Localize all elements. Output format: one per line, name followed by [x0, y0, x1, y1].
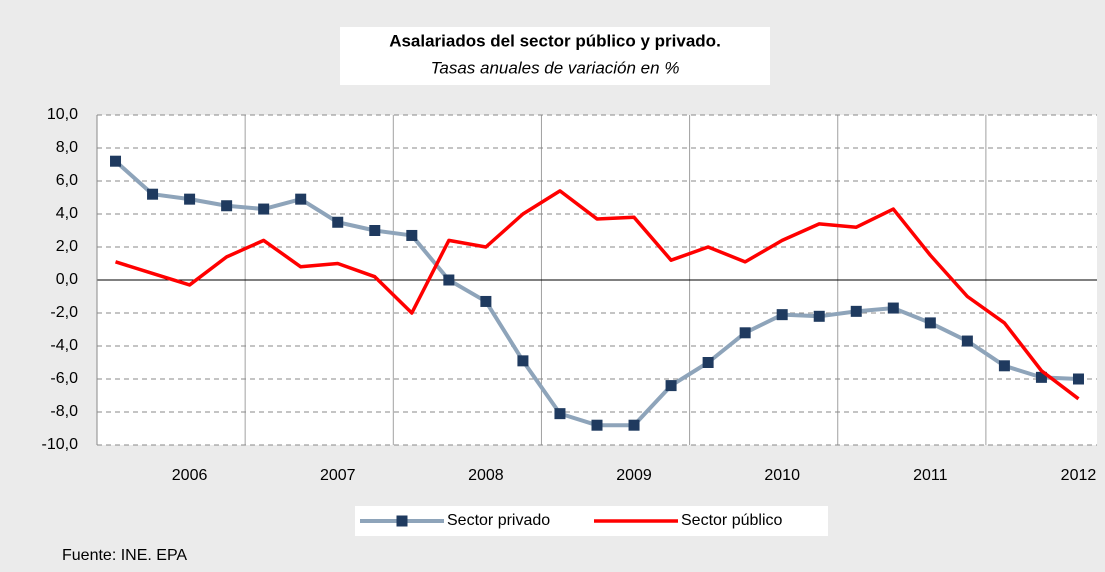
x-tick-label: 2009	[616, 467, 652, 484]
marker	[924, 317, 936, 329]
y-tick-label: 0,0	[56, 271, 78, 288]
marker	[406, 229, 418, 241]
marker	[665, 380, 677, 392]
y-tick-label: -2,0	[50, 304, 78, 321]
marker	[998, 360, 1010, 372]
marker	[295, 193, 307, 205]
marker	[702, 357, 714, 368]
source: Fuente: INE. EPA	[62, 547, 187, 564]
x-tick-label: 2008	[468, 467, 504, 484]
marker	[887, 302, 899, 314]
marker	[184, 193, 196, 205]
marker	[591, 419, 603, 431]
y-tick-label: -8,0	[50, 403, 78, 420]
title-box	[340, 27, 770, 85]
y-tick-label: -10,0	[42, 436, 79, 453]
marker	[480, 295, 492, 307]
y-tick-label: 4,0	[56, 205, 78, 222]
marker	[1072, 373, 1084, 385]
y-tick-label: -6,0	[50, 370, 78, 387]
legend-label: Sector público	[681, 512, 782, 529]
marker	[147, 188, 159, 200]
marker	[628, 419, 640, 431]
y-tick-label: -4,0	[50, 337, 78, 354]
marker	[554, 408, 566, 420]
marker	[1035, 371, 1047, 383]
marker	[517, 355, 529, 367]
legend-marker	[396, 515, 408, 527]
x-tick-label: 2007	[320, 467, 356, 484]
marker	[850, 305, 862, 317]
y-tick-label: 10,0	[47, 106, 78, 123]
y-tick-label: 6,0	[56, 172, 78, 189]
x-tick-label: 2006	[172, 467, 208, 484]
marker	[221, 200, 233, 212]
x-tick-label: 2010	[764, 467, 800, 484]
legend-label: Sector privado	[447, 512, 550, 529]
marker	[369, 225, 381, 236]
marker	[813, 310, 825, 322]
chart-title: Asalariados del sector público y privado…	[389, 31, 721, 50]
x-tick-label: 2011	[913, 467, 948, 484]
marker	[443, 274, 455, 286]
marker	[961, 335, 973, 347]
y-tick-label: 8,0	[56, 139, 78, 156]
marker	[739, 327, 751, 339]
marker	[110, 155, 122, 167]
marker	[332, 216, 344, 228]
marker	[776, 309, 788, 321]
series-line	[114, 189, 1080, 401]
chart-subtitle: Tasas anuales de variación en %	[431, 58, 680, 77]
marker	[258, 203, 270, 215]
x-tick-label: 2012	[1061, 467, 1097, 484]
y-tick-label: 2,0	[56, 238, 78, 255]
